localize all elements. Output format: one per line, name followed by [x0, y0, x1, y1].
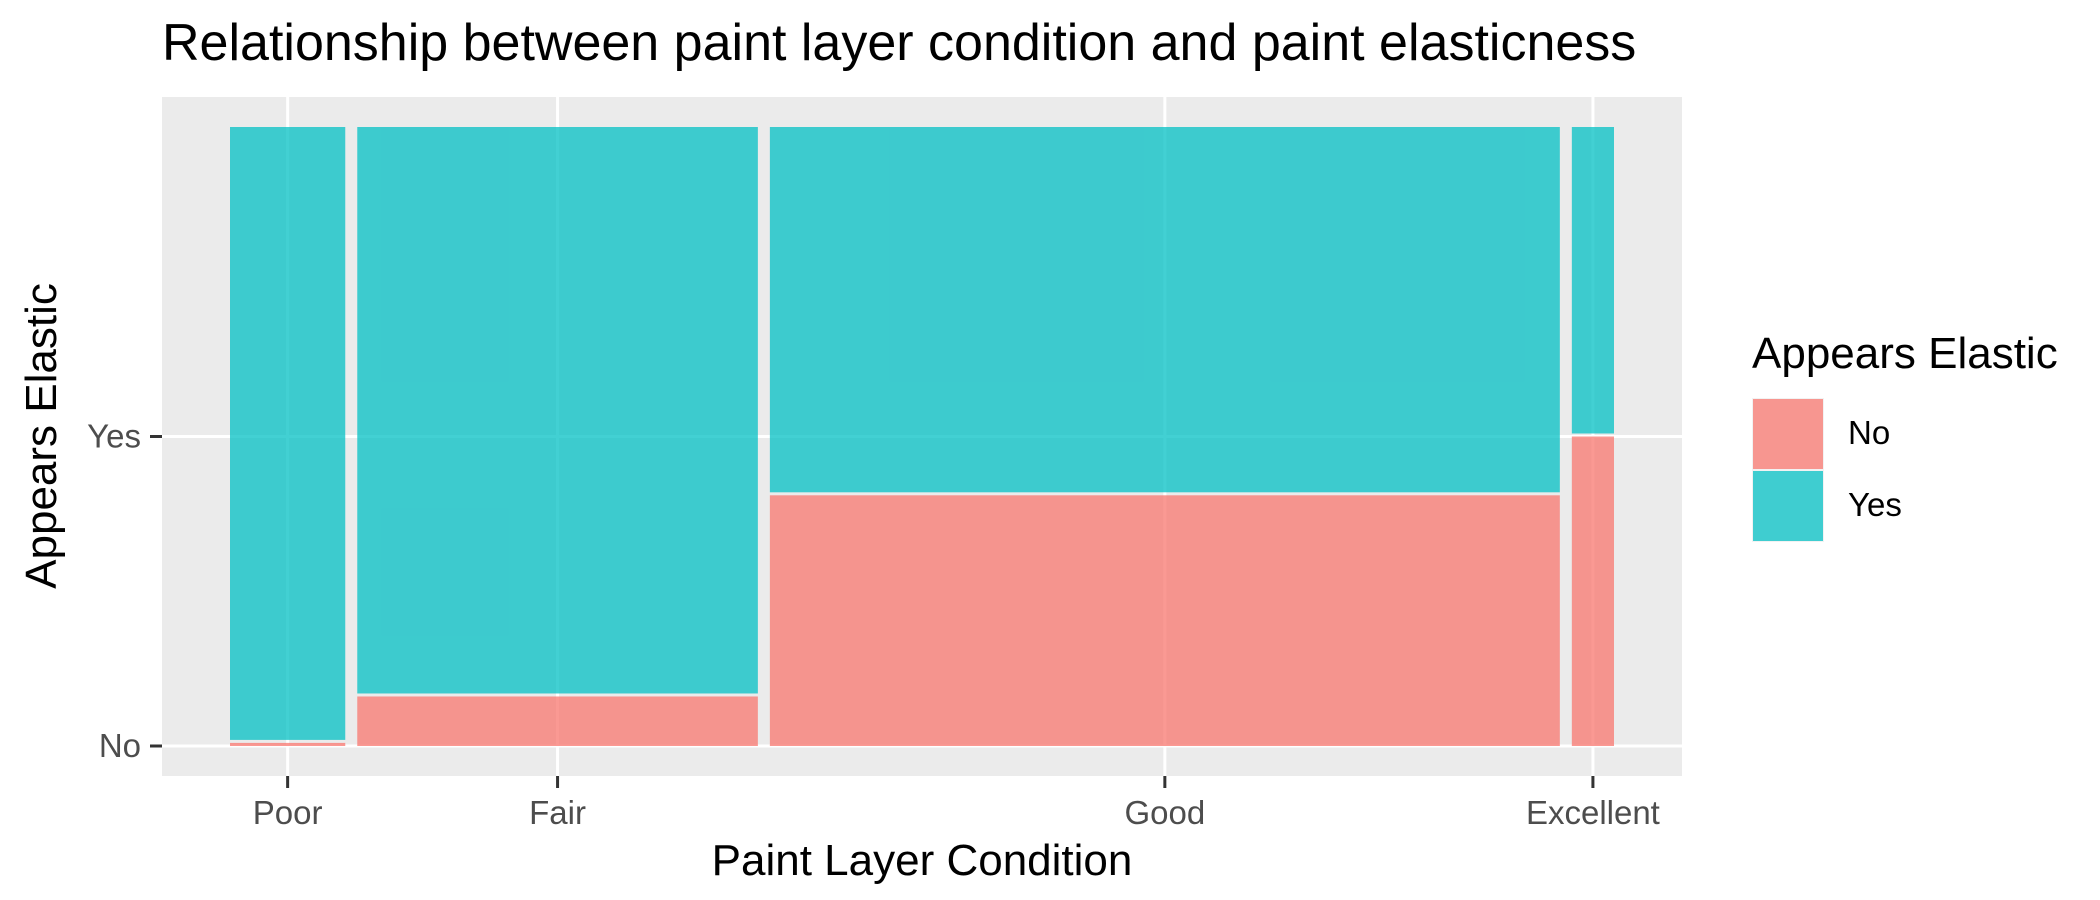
legend-label-yes: Yes — [1848, 486, 1902, 523]
tile-excellent-yes — [1571, 127, 1614, 434]
tile-excellent-no — [1571, 436, 1614, 746]
legend: Appears Elastic No Yes — [1752, 329, 2058, 542]
y-tick-label-yes: Yes — [87, 418, 141, 455]
legend-swatch-yes — [1753, 471, 1823, 541]
mosaic-tiles — [230, 127, 1614, 746]
x-tick-label-fair: Fair — [529, 794, 586, 831]
x-tick-label-excellent: Excellent — [1526, 794, 1660, 831]
tile-good-no — [769, 495, 1560, 746]
tile-good-yes — [769, 127, 1560, 493]
x-tick-label-good: Good — [1124, 794, 1205, 831]
legend-swatch-no — [1753, 399, 1823, 469]
legend-label-no: No — [1848, 414, 1890, 451]
legend-title: Appears Elastic — [1752, 329, 2058, 378]
y-tick-label-no: No — [99, 727, 141, 764]
tile-fair-yes — [357, 127, 758, 694]
x-axis: Poor Fair Good Excellent — [253, 776, 1660, 831]
y-axis-title: Appears Elastic — [17, 283, 66, 589]
x-tick-label-poor: Poor — [253, 794, 323, 831]
y-axis: No Yes — [87, 418, 162, 764]
tile-poor-yes — [230, 127, 346, 740]
tile-poor-no — [230, 742, 346, 746]
chart-title: Relationship between paint layer conditi… — [162, 14, 1636, 72]
x-axis-title: Paint Layer Condition — [712, 836, 1133, 885]
tile-fair-no — [357, 696, 758, 746]
